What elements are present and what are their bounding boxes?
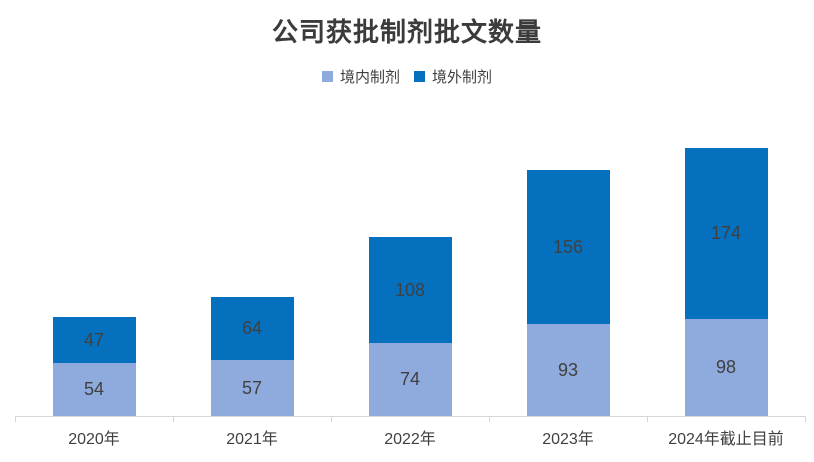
bar-segment-domestic: 93: [526, 324, 610, 416]
x-axis-tick: [173, 416, 174, 422]
bar-segment-domestic: 98: [684, 319, 768, 416]
bar-value-label: 98: [715, 357, 737, 377]
bar-segment-overseas: 174: [684, 148, 768, 319]
bar-segment-domestic: 57: [210, 360, 294, 416]
bar-segment-overseas: 64: [210, 297, 294, 360]
legend-label-domestic: 境内制剂: [339, 69, 400, 86]
x-axis-tick: [647, 416, 648, 422]
legend-swatch-domestic-icon: [321, 71, 333, 82]
x-axis-category-label: 2020年: [68, 431, 120, 448]
x-axis-line: [15, 416, 805, 417]
bar-value-label: 47: [83, 329, 105, 350]
bar-segment-overseas: 156: [526, 170, 610, 324]
legend-item-overseas: 境外制剂: [414, 66, 492, 87]
x-axis-tick: [805, 416, 806, 422]
x-axis-tick: [15, 416, 16, 422]
bar-value-label: 74: [399, 369, 421, 389]
legend-item-domestic: 境内制剂: [321, 66, 400, 87]
bar-value-label: 156: [552, 236, 584, 257]
chart-legend: 境内制剂 境外制剂: [0, 66, 814, 87]
bar-segment-overseas: 47: [52, 317, 136, 363]
x-axis-category-label: 2022年: [384, 431, 436, 448]
legend-swatch-overseas-icon: [414, 71, 425, 82]
x-axis-category-label: 2024年截止目前: [668, 431, 784, 448]
bar-value-label: 64: [241, 318, 263, 338]
chart-title: 公司获批制剂批文数量: [271, 17, 542, 47]
x-axis-category-label: 2023年: [542, 431, 594, 448]
bar-value-label: 54: [83, 379, 105, 399]
bar-value-label: 93: [557, 359, 579, 380]
bar-segment-domestic: 74: [368, 343, 452, 416]
bar-value-label: 108: [394, 279, 426, 300]
bar-segment-overseas: 108: [368, 237, 452, 343]
bar-segment-domestic: 54: [52, 363, 136, 416]
x-axis-category-label: 2021年: [226, 431, 278, 448]
bar-value-label: 174: [710, 223, 742, 243]
x-axis-tick: [489, 416, 490, 422]
legend-label-overseas: 境外制剂: [432, 69, 493, 86]
bar-value-label: 57: [241, 377, 263, 398]
x-axis-tick: [331, 416, 332, 422]
